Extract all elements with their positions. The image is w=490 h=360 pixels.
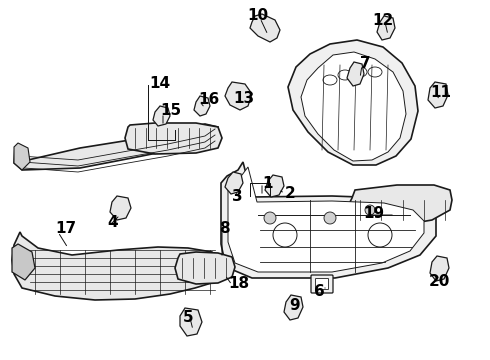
FancyBboxPatch shape — [311, 275, 333, 293]
Circle shape — [324, 212, 336, 224]
Text: 14: 14 — [149, 76, 171, 90]
Polygon shape — [347, 62, 364, 86]
Text: 17: 17 — [55, 220, 76, 235]
Text: 10: 10 — [247, 8, 269, 23]
Text: 9: 9 — [290, 297, 300, 312]
Text: 2: 2 — [285, 185, 296, 201]
Polygon shape — [225, 172, 243, 194]
Text: 16: 16 — [198, 91, 219, 107]
Polygon shape — [221, 162, 436, 278]
Polygon shape — [288, 40, 418, 165]
Polygon shape — [14, 143, 30, 170]
Polygon shape — [14, 124, 218, 170]
Polygon shape — [12, 232, 222, 300]
Text: 8: 8 — [219, 220, 230, 235]
Text: 6: 6 — [314, 284, 324, 298]
Polygon shape — [265, 175, 284, 197]
FancyBboxPatch shape — [316, 279, 328, 289]
Polygon shape — [110, 196, 131, 220]
Text: 12: 12 — [372, 13, 393, 27]
Polygon shape — [377, 16, 395, 40]
Text: 1: 1 — [262, 176, 272, 190]
Polygon shape — [250, 14, 280, 42]
Circle shape — [264, 212, 276, 224]
Text: 3: 3 — [232, 189, 243, 203]
Polygon shape — [228, 167, 424, 272]
Text: 19: 19 — [363, 206, 384, 220]
Text: 13: 13 — [233, 90, 254, 105]
Polygon shape — [194, 96, 210, 116]
Polygon shape — [430, 256, 449, 281]
Text: 15: 15 — [160, 103, 181, 117]
Polygon shape — [301, 52, 406, 161]
Text: 18: 18 — [228, 275, 249, 291]
Polygon shape — [180, 308, 202, 336]
Text: 4: 4 — [107, 215, 118, 230]
Polygon shape — [12, 244, 35, 280]
Text: 20: 20 — [429, 274, 450, 288]
Polygon shape — [153, 106, 170, 126]
Polygon shape — [125, 123, 222, 154]
Polygon shape — [175, 252, 235, 284]
Polygon shape — [346, 185, 452, 226]
Polygon shape — [284, 295, 303, 320]
Polygon shape — [428, 82, 448, 108]
Text: 11: 11 — [430, 85, 451, 99]
Text: 7: 7 — [360, 55, 370, 71]
Circle shape — [365, 205, 375, 215]
Text: 5: 5 — [183, 310, 194, 325]
Polygon shape — [225, 82, 252, 110]
